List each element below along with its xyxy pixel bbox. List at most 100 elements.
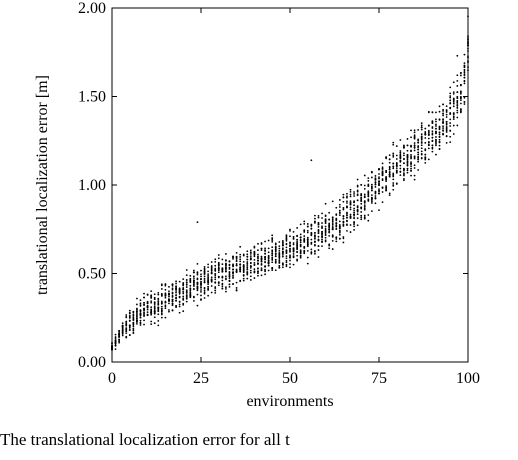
data-point [363, 204, 366, 207]
data-point [164, 304, 167, 307]
data-point [175, 280, 177, 283]
data-point [463, 103, 466, 105]
data-point [281, 252, 284, 255]
data-point [232, 265, 234, 268]
data-point [349, 231, 352, 233]
data-point [445, 105, 448, 107]
data-point [427, 141, 430, 144]
data-point [136, 321, 138, 323]
data-point [317, 232, 320, 235]
data-point [150, 320, 153, 323]
data-point [378, 173, 380, 175]
data-point [171, 288, 174, 291]
data-point [118, 336, 121, 339]
data-point [267, 239, 270, 242]
data-point [452, 133, 455, 135]
data-point [246, 258, 249, 261]
data-point [178, 305, 181, 308]
data-point [346, 212, 348, 215]
data-point [370, 202, 373, 204]
data-point [445, 125, 448, 128]
data-point [449, 86, 452, 89]
data-point [207, 273, 210, 276]
data-point [185, 300, 188, 303]
data-point [374, 177, 377, 180]
data-point [356, 210, 359, 213]
data-point [246, 273, 249, 276]
data-point [406, 138, 409, 140]
data-point [214, 281, 217, 284]
data-point [367, 214, 370, 216]
data-point [299, 254, 302, 257]
data-point [360, 211, 363, 213]
data-point [207, 294, 210, 297]
data-point [132, 325, 135, 328]
data-point [143, 302, 145, 304]
data-point [413, 146, 416, 149]
data-point [175, 288, 177, 290]
data-point [328, 244, 331, 247]
data-point [456, 102, 459, 104]
data-point [207, 266, 210, 269]
data-point [420, 153, 423, 155]
data-point [349, 206, 352, 209]
data-point [406, 162, 409, 165]
data-point [114, 344, 117, 347]
data-point [292, 235, 295, 238]
data-point [424, 153, 427, 156]
data-points [111, 15, 469, 351]
data-point [207, 277, 210, 280]
data-point [210, 269, 213, 272]
data-point [435, 144, 437, 147]
data-point [281, 251, 284, 254]
data-point [278, 258, 281, 260]
data-point [239, 268, 242, 271]
data-point [160, 300, 163, 303]
x-tick-label: 75 [371, 370, 387, 387]
data-point [449, 102, 452, 105]
data-point [338, 199, 341, 201]
data-point [456, 74, 459, 77]
data-point [200, 280, 202, 283]
data-point [189, 279, 192, 282]
data-point [178, 311, 181, 314]
data-point [296, 258, 299, 261]
data-point [267, 259, 270, 262]
data-point [338, 220, 341, 223]
x-axis-label: environments [246, 393, 333, 410]
data-point [385, 169, 388, 172]
data-point [228, 286, 231, 288]
data-point [338, 227, 341, 230]
data-point [214, 267, 217, 270]
data-point [153, 306, 156, 309]
data-point [463, 73, 466, 76]
data-point [185, 294, 188, 296]
data-point [399, 157, 402, 159]
data-point [143, 308, 145, 311]
data-point [413, 156, 416, 159]
data-point [413, 149, 416, 152]
data-point [192, 281, 195, 284]
data-point [378, 176, 380, 179]
data-point [257, 255, 259, 258]
data-point [314, 237, 316, 240]
data-point [217, 257, 220, 260]
data-point [403, 169, 405, 172]
data-point [346, 206, 348, 209]
data-point [257, 257, 259, 260]
data-point [310, 248, 313, 251]
data-point [374, 175, 377, 177]
data-point [164, 296, 167, 299]
data-point [207, 287, 210, 290]
data-point [111, 342, 113, 345]
data-point [232, 263, 234, 266]
data-point [392, 188, 395, 191]
data-point [157, 302, 160, 305]
data-point [427, 147, 430, 150]
data-point [128, 320, 131, 322]
data-point [185, 297, 188, 300]
data-point [139, 302, 142, 305]
data-point [132, 322, 135, 324]
data-point [210, 271, 213, 274]
data-point [392, 141, 395, 144]
